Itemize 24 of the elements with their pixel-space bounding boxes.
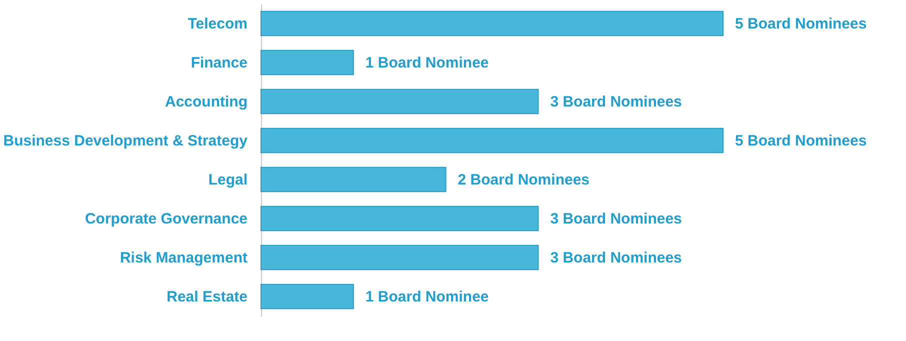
bar: [260, 128, 724, 154]
bar: [260, 10, 724, 36]
data-label: 2 Board Nominees: [458, 172, 590, 188]
data-label: 3 Board Nominees: [550, 250, 682, 266]
bar: [260, 166, 446, 192]
y-tick-label: Business Development & Strategy: [3, 132, 248, 150]
bar: [260, 244, 539, 270]
data-label: 5 Board Nominees: [735, 132, 867, 150]
data-label: 3 Board Nominees: [550, 94, 682, 110]
bar: [260, 88, 539, 114]
data-label: 1 Board Nominee: [365, 54, 489, 72]
data-label: 5 Board Nominees: [735, 16, 867, 32]
y-tick-label: Accounting: [165, 94, 248, 110]
bar: [260, 206, 539, 232]
bar: [260, 50, 354, 76]
y-tick-label: Real Estate: [166, 288, 248, 306]
y-tick-label: Risk Management: [120, 250, 248, 266]
data-label: 3 Board Nominees: [550, 210, 682, 228]
y-tick-label: Legal: [208, 172, 248, 188]
y-tick-label: Corporate Governance: [84, 210, 248, 228]
y-tick-label: Telecom: [188, 16, 248, 32]
data-label: 1 Board Nominee: [365, 288, 489, 306]
bar: [260, 284, 354, 310]
y-tick-label: Finance: [190, 54, 248, 72]
